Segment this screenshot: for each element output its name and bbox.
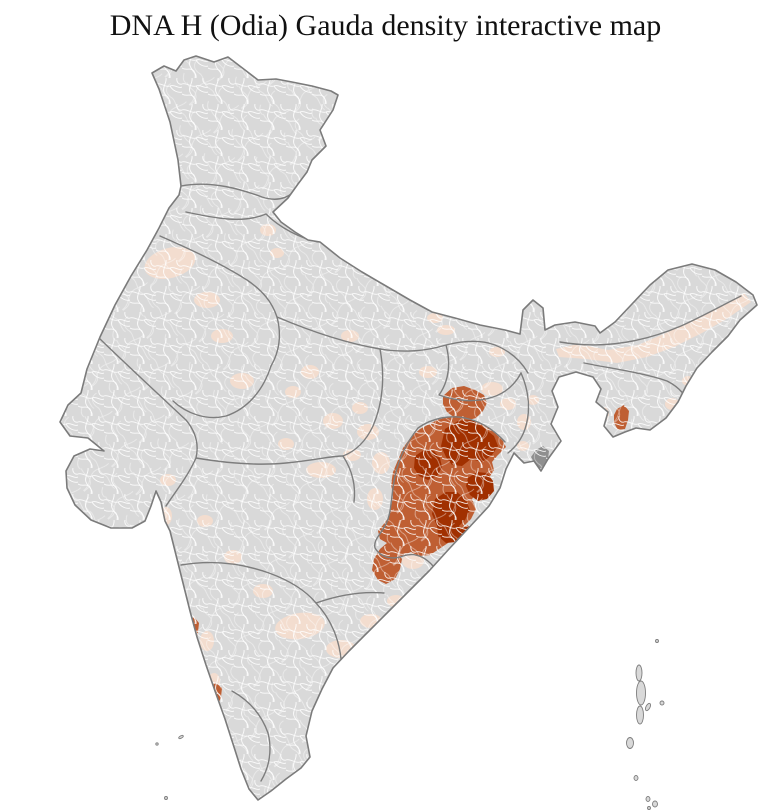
state-border: [559, 295, 742, 346]
low-density-district[interactable]: [285, 386, 301, 398]
island: [644, 702, 652, 712]
state-border: [315, 591, 385, 604]
low-density-district[interactable]: [200, 631, 214, 651]
island: [655, 639, 659, 643]
island: [659, 700, 665, 706]
low-density-district[interactable]: [682, 376, 694, 386]
island-shapes: [155, 639, 665, 810]
low-density-district[interactable]: [323, 413, 343, 429]
state-border: [172, 365, 272, 419]
low-density-district[interactable]: [260, 224, 276, 236]
low-density-district[interactable]: [306, 462, 336, 478]
low-density-district[interactable]: [270, 248, 284, 258]
island: [636, 705, 644, 725]
low-density-district[interactable]: [517, 414, 531, 430]
state-border: [195, 455, 344, 465]
low-density-district[interactable]: [500, 398, 516, 410]
low-density-district[interactable]: [211, 329, 233, 343]
low-density-district[interactable]: [253, 584, 273, 598]
island: [626, 737, 634, 749]
island: [155, 742, 159, 746]
state-border: [507, 372, 530, 454]
low-density-district[interactable]: [437, 325, 455, 335]
state-border: [276, 316, 529, 374]
island: [647, 806, 651, 810]
island: [178, 734, 184, 740]
low-density-district[interactable]: [160, 474, 176, 486]
low-density-district[interactable]: [197, 515, 213, 527]
state-border: [185, 211, 319, 243]
low-density-district[interactable]: [357, 424, 379, 440]
low-density-district[interactable]: [230, 373, 254, 389]
low-density-district[interactable]: [372, 452, 390, 474]
island: [636, 680, 646, 706]
low-density-district[interactable]: [439, 562, 455, 574]
low-density-district[interactable]: [301, 365, 319, 379]
state-border: [342, 455, 356, 503]
low-density-district[interactable]: [419, 579, 437, 593]
low-density-district[interactable]: [367, 488, 383, 510]
state-border: [342, 348, 384, 457]
map-title: DNA H (Odia) Gauda density interactive m…: [109, 9, 662, 42]
low-density-district[interactable]: [352, 402, 368, 414]
state-border-odisha: [373, 416, 506, 567]
low-density-district[interactable]: [224, 550, 242, 564]
state-border: [159, 235, 281, 367]
island: [164, 796, 168, 800]
state-borders: [98, 171, 742, 782]
state-border: [231, 690, 271, 782]
islands: [155, 639, 665, 810]
low-density-district[interactable]: [278, 438, 294, 450]
low-density-district[interactable]: [461, 543, 475, 553]
low-density-district[interactable]: [194, 292, 220, 308]
state-border: [98, 337, 198, 507]
island: [633, 775, 639, 781]
island: [652, 800, 658, 808]
state-border: [438, 344, 522, 402]
density-region-goa[interactable]: [184, 617, 199, 646]
island: [635, 664, 643, 682]
low-density-district[interactable]: [419, 366, 437, 378]
island: [645, 796, 651, 802]
